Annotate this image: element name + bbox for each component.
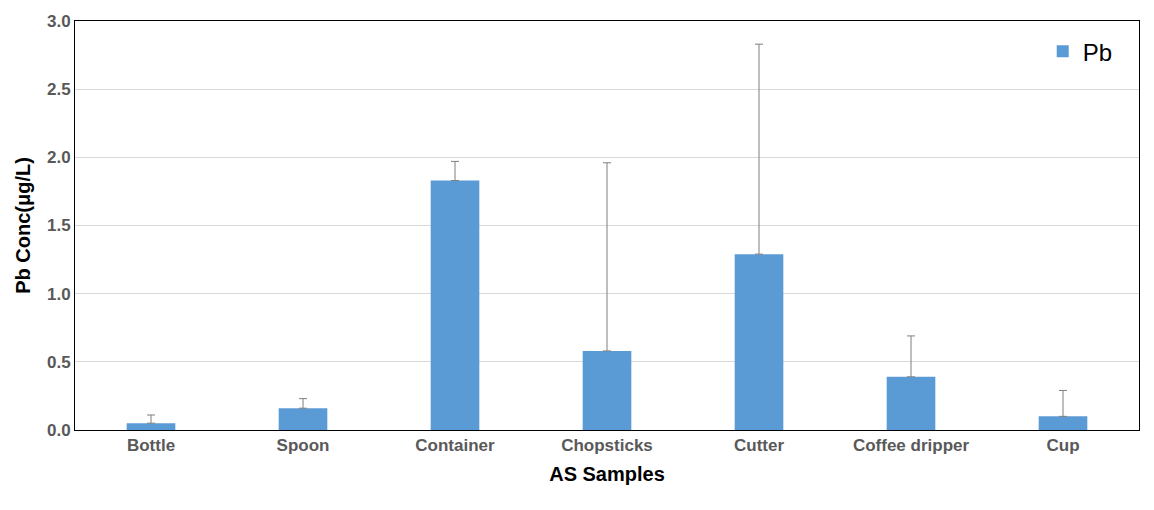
svg-text:0.0: 0.0 <box>47 421 71 440</box>
svg-text:Pb Conc(μg/L): Pb Conc(μg/L) <box>12 157 34 294</box>
svg-text:AS Samples: AS Samples <box>549 463 665 485</box>
svg-text:Coffee dripper: Coffee dripper <box>853 436 970 455</box>
svg-text:0.5: 0.5 <box>47 353 71 372</box>
svg-text:3.0: 3.0 <box>47 12 71 31</box>
svg-text:Cutter: Cutter <box>734 436 784 455</box>
svg-text:Spoon: Spoon <box>277 436 330 455</box>
svg-text:Cup: Cup <box>1046 436 1079 455</box>
svg-text:Pb: Pb <box>1083 39 1112 66</box>
svg-text:1.5: 1.5 <box>47 216 71 235</box>
svg-text:1.0: 1.0 <box>47 285 71 304</box>
svg-text:2.5: 2.5 <box>47 80 71 99</box>
svg-text:Chopsticks: Chopsticks <box>561 436 653 455</box>
svg-text:Bottle: Bottle <box>127 436 175 455</box>
svg-text:2.0: 2.0 <box>47 148 71 167</box>
svg-text:Container: Container <box>415 436 495 455</box>
